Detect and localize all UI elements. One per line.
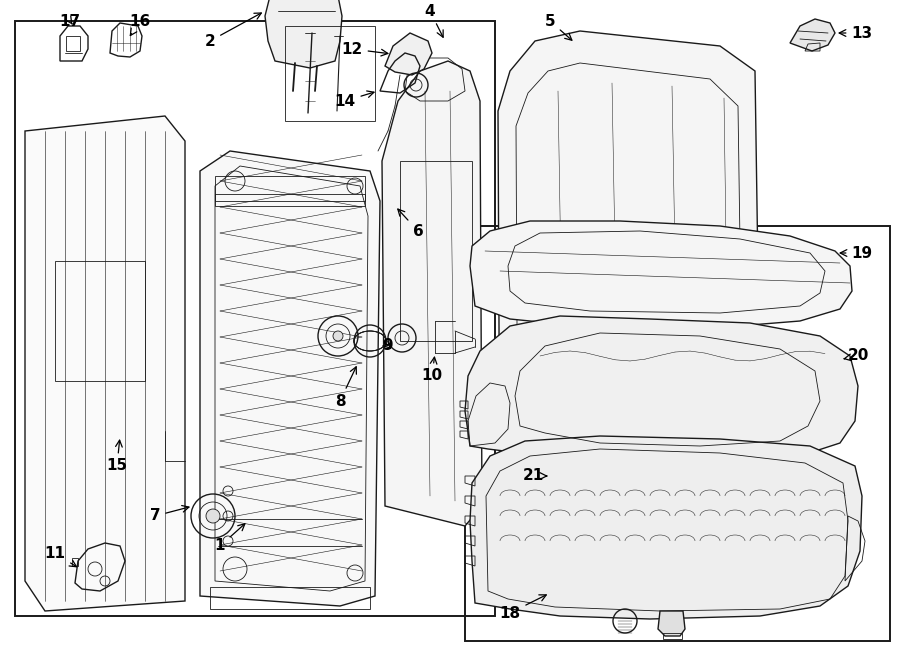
Polygon shape xyxy=(382,61,482,526)
Bar xyxy=(600,543,660,561)
Bar xyxy=(285,26,375,121)
Bar xyxy=(210,587,370,609)
Polygon shape xyxy=(265,0,342,68)
Text: 10: 10 xyxy=(421,357,443,383)
Polygon shape xyxy=(498,31,762,561)
Bar xyxy=(215,194,365,206)
Text: 16: 16 xyxy=(130,13,150,36)
Text: 11: 11 xyxy=(44,545,76,566)
Text: 9: 9 xyxy=(382,338,393,354)
Polygon shape xyxy=(470,436,862,619)
Text: 4: 4 xyxy=(425,3,443,37)
Polygon shape xyxy=(25,116,185,611)
Polygon shape xyxy=(465,316,858,463)
Polygon shape xyxy=(658,611,685,636)
Text: 6: 6 xyxy=(398,209,423,239)
Bar xyxy=(400,161,472,341)
Bar xyxy=(66,36,80,51)
Text: 15: 15 xyxy=(106,440,128,473)
Text: 1: 1 xyxy=(215,524,245,553)
Polygon shape xyxy=(200,151,380,606)
Text: 20: 20 xyxy=(844,348,868,364)
Text: 19: 19 xyxy=(841,245,873,260)
Bar xyxy=(465,226,890,641)
Polygon shape xyxy=(790,19,835,51)
Text: 13: 13 xyxy=(839,26,873,40)
Text: 2: 2 xyxy=(204,13,261,48)
Polygon shape xyxy=(470,221,852,329)
Text: 12: 12 xyxy=(341,42,388,56)
Text: 18: 18 xyxy=(500,595,546,621)
Bar xyxy=(55,261,145,381)
Text: 17: 17 xyxy=(59,13,81,28)
Circle shape xyxy=(333,331,343,341)
Text: 14: 14 xyxy=(335,91,374,108)
Text: 3: 3 xyxy=(0,660,1,661)
Text: 7: 7 xyxy=(149,506,189,524)
Polygon shape xyxy=(385,33,432,75)
Bar xyxy=(15,21,495,616)
Text: 21: 21 xyxy=(522,469,547,483)
Text: 8: 8 xyxy=(335,367,356,408)
Circle shape xyxy=(206,509,220,523)
Text: 5: 5 xyxy=(544,13,572,40)
Bar xyxy=(215,176,365,201)
